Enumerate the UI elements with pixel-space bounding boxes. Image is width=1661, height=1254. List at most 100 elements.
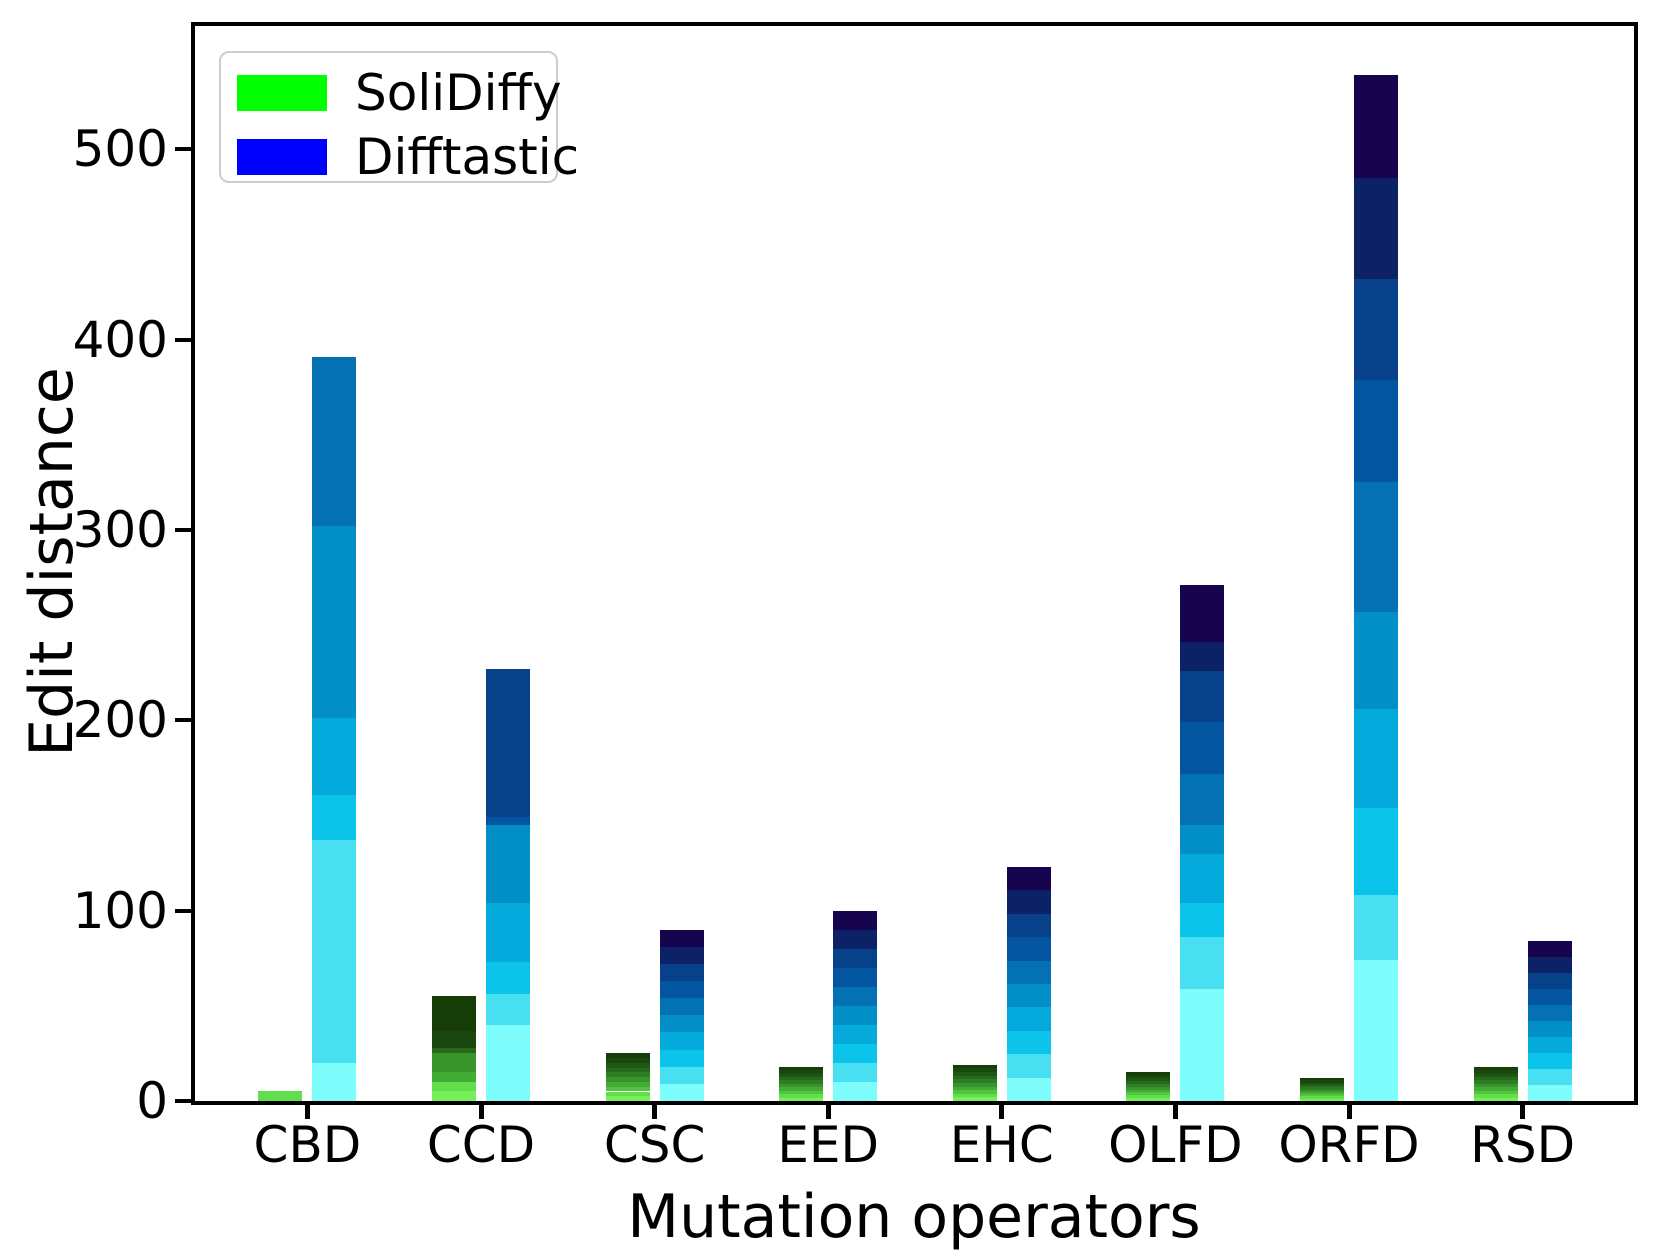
bar-segment-CCD-SoliDiffy-4 bbox=[432, 1047, 476, 1054]
legend-row-SoliDiffy: SoliDiffy bbox=[237, 67, 562, 119]
bar-segment-CSC-Difftastic-8 bbox=[659, 946, 704, 964]
y-tick-mark bbox=[175, 337, 191, 342]
legend-label-SoliDiffy: SoliDiffy bbox=[355, 64, 562, 122]
bar-segment-RSD-SoliDiffy-5 bbox=[1473, 1080, 1518, 1084]
bar-segment-EED-Difftastic-5 bbox=[833, 986, 878, 1006]
bar-segment-OLFD-Difftastic-1 bbox=[1180, 937, 1225, 989]
y-tick-label: 200 bbox=[72, 691, 168, 750]
bar-segment-EHC-Difftastic-6 bbox=[1006, 937, 1051, 961]
bar-segment-OLFD-Difftastic-4 bbox=[1180, 825, 1225, 854]
y-tick-label: 300 bbox=[72, 500, 168, 559]
legend-swatch-Difftastic bbox=[237, 139, 327, 175]
bar-segment-RSD-SoliDiffy-3 bbox=[1473, 1087, 1518, 1091]
bar-segment-CCD-SoliDiffy-1 bbox=[432, 1081, 476, 1092]
bar-segment-EED-SoliDiffy-7 bbox=[779, 1073, 824, 1078]
bar-segment-OLFD-SoliDiffy-7 bbox=[1126, 1078, 1171, 1082]
legend-swatch-SoliDiffy bbox=[237, 75, 327, 111]
bar-segment-OLFD-SoliDiffy-0 bbox=[1126, 1098, 1171, 1101]
bar-segment-EHC-SoliDiffy-7 bbox=[952, 1072, 997, 1076]
bar-segment-RSD-SoliDiffy-9 bbox=[1473, 1066, 1518, 1071]
bar-segment-CCD-Difftastic-5 bbox=[486, 817, 530, 825]
bar-segment-EHC-SoliDiffy-4 bbox=[952, 1082, 997, 1087]
bar-segment-ORFD-Difftastic-9 bbox=[1354, 75, 1398, 178]
x-tick-label-CBD: CBD bbox=[253, 1116, 362, 1174]
bar-segment-ORFD-SoliDiffy-8 bbox=[1300, 1080, 1344, 1083]
bar-segment-ORFD-SoliDiffy-9 bbox=[1300, 1078, 1344, 1081]
plot-area: SoliDiffy Difftastic bbox=[191, 22, 1638, 1105]
y-tick-mark bbox=[175, 908, 191, 913]
bar-segment-CSC-Difftastic-2 bbox=[659, 1049, 704, 1067]
bar-segment-EHC-Difftastic-8 bbox=[1006, 890, 1051, 914]
bar-segment-CSC-SoliDiffy-2 bbox=[605, 1086, 650, 1092]
x-tick-label-EED: EED bbox=[777, 1116, 880, 1174]
y-tick-label: 0 bbox=[136, 1072, 168, 1130]
bar-segment-RSD-Difftastic-2 bbox=[1527, 1053, 1572, 1070]
bar-segment-OLFD-Difftastic-3 bbox=[1180, 853, 1225, 904]
bar-segment-CCD-SoliDiffy-2 bbox=[432, 1072, 476, 1082]
bar-segment-EED-SoliDiffy-6 bbox=[779, 1077, 824, 1081]
x-tick-mark bbox=[1520, 1105, 1526, 1119]
bar-segment-EHC-SoliDiffy-2 bbox=[952, 1090, 997, 1094]
bar-segment-EHC-Difftastic-9 bbox=[1006, 866, 1051, 891]
bar-segment-RSD-Difftastic-8 bbox=[1527, 957, 1572, 974]
x-tick-mark bbox=[478, 1105, 484, 1119]
bar-segment-CBD-SoliDiffy-0 bbox=[258, 1091, 303, 1101]
x-tick-mark bbox=[304, 1105, 310, 1119]
bar-segment-OLFD-Difftastic-7 bbox=[1180, 670, 1225, 723]
bar-segment-EED-Difftastic-9 bbox=[833, 910, 878, 930]
bar-segment-EHC-Difftastic-5 bbox=[1006, 960, 1051, 984]
bar-segment-RSD-Difftastic-0 bbox=[1527, 1085, 1572, 1101]
bar-segment-CSC-Difftastic-3 bbox=[659, 1032, 704, 1050]
x-tick-label-RSD: RSD bbox=[1470, 1116, 1576, 1174]
y-tick-label: 100 bbox=[72, 881, 168, 940]
bar-segment-RSD-Difftastic-9 bbox=[1527, 941, 1572, 958]
bar-segment-RSD-SoliDiffy-0 bbox=[1473, 1097, 1518, 1101]
bar-segment-OLFD-SoliDiffy-8 bbox=[1126, 1075, 1171, 1079]
bar-segment-CSC-Difftastic-7 bbox=[659, 963, 704, 982]
x-tick-label-ORFD: ORFD bbox=[1278, 1116, 1420, 1174]
bar-segment-CSC-SoliDiffy-7 bbox=[605, 1062, 650, 1068]
bar-segment-ORFD-SoliDiffy-7 bbox=[1300, 1082, 1344, 1086]
bar-segment-CCD-Difftastic-3 bbox=[486, 903, 530, 963]
bar-segment-EHC-SoliDiffy-5 bbox=[952, 1079, 997, 1083]
bar-segment-CBD-Difftastic-3 bbox=[312, 718, 357, 795]
bar-segment-CSC-SoliDiffy-0 bbox=[605, 1096, 650, 1101]
bar-segment-RSD-SoliDiffy-1 bbox=[1473, 1094, 1518, 1098]
bar-segment-CSC-Difftastic-4 bbox=[659, 1015, 704, 1033]
bar-segment-CSC-SoliDiffy-3 bbox=[605, 1081, 650, 1087]
bar-segment-CBD-Difftastic-0 bbox=[312, 1062, 357, 1101]
bar-segment-CSC-Difftastic-0 bbox=[659, 1083, 704, 1101]
bar-segment-EHC-SoliDiffy-9 bbox=[952, 1064, 997, 1069]
bar-segment-OLFD-SoliDiffy-3 bbox=[1126, 1089, 1171, 1093]
x-tick-mark bbox=[1172, 1105, 1178, 1119]
bar-segment-RSD-Difftastic-4 bbox=[1527, 1021, 1572, 1038]
bar-segment-EHC-Difftastic-0 bbox=[1006, 1077, 1051, 1101]
bar-segment-RSD-Difftastic-7 bbox=[1527, 973, 1572, 990]
x-tick-label-EHC: EHC bbox=[949, 1116, 1054, 1174]
bar-segment-CCD-Difftastic-4 bbox=[486, 825, 530, 904]
bar-segment-RSD-SoliDiffy-8 bbox=[1473, 1070, 1518, 1074]
bar-segment-EED-Difftastic-2 bbox=[833, 1043, 878, 1063]
bar-segment-CCD-SoliDiffy-5 bbox=[432, 1030, 476, 1048]
bar-segment-CSC-SoliDiffy-1 bbox=[605, 1091, 650, 1097]
bar-segment-CCD-SoliDiffy-3 bbox=[432, 1053, 476, 1073]
bar-segment-CSC-Difftastic-5 bbox=[659, 998, 704, 1016]
bar-segment-CCD-Difftastic-2 bbox=[486, 962, 530, 995]
bar-segment-EHC-SoliDiffy-1 bbox=[952, 1093, 997, 1098]
bar-segment-CBD-Difftastic-1 bbox=[312, 840, 357, 1063]
y-axis-label: Edit distance bbox=[17, 367, 87, 757]
x-tick-mark bbox=[825, 1105, 831, 1119]
legend-label-Difftastic: Difftastic bbox=[355, 128, 580, 186]
bar-segment-OLFD-Difftastic-2 bbox=[1180, 903, 1225, 938]
bar-segment-OLFD-Difftastic-0 bbox=[1180, 988, 1225, 1101]
bar-segment-ORFD-Difftastic-5 bbox=[1354, 482, 1398, 612]
bar-segment-ORFD-Difftastic-0 bbox=[1354, 960, 1398, 1101]
bar-segment-CSC-Difftastic-1 bbox=[659, 1066, 704, 1084]
bar-segment-EED-SoliDiffy-5 bbox=[779, 1080, 824, 1084]
bar-segment-EHC-SoliDiffy-0 bbox=[952, 1097, 997, 1101]
x-tick-label-CSC: CSC bbox=[603, 1116, 706, 1174]
bar-segment-OLFD-Difftastic-9 bbox=[1180, 585, 1225, 643]
bar-segment-OLFD-SoliDiffy-5 bbox=[1126, 1083, 1171, 1087]
bar-segment-RSD-SoliDiffy-6 bbox=[1473, 1077, 1518, 1081]
